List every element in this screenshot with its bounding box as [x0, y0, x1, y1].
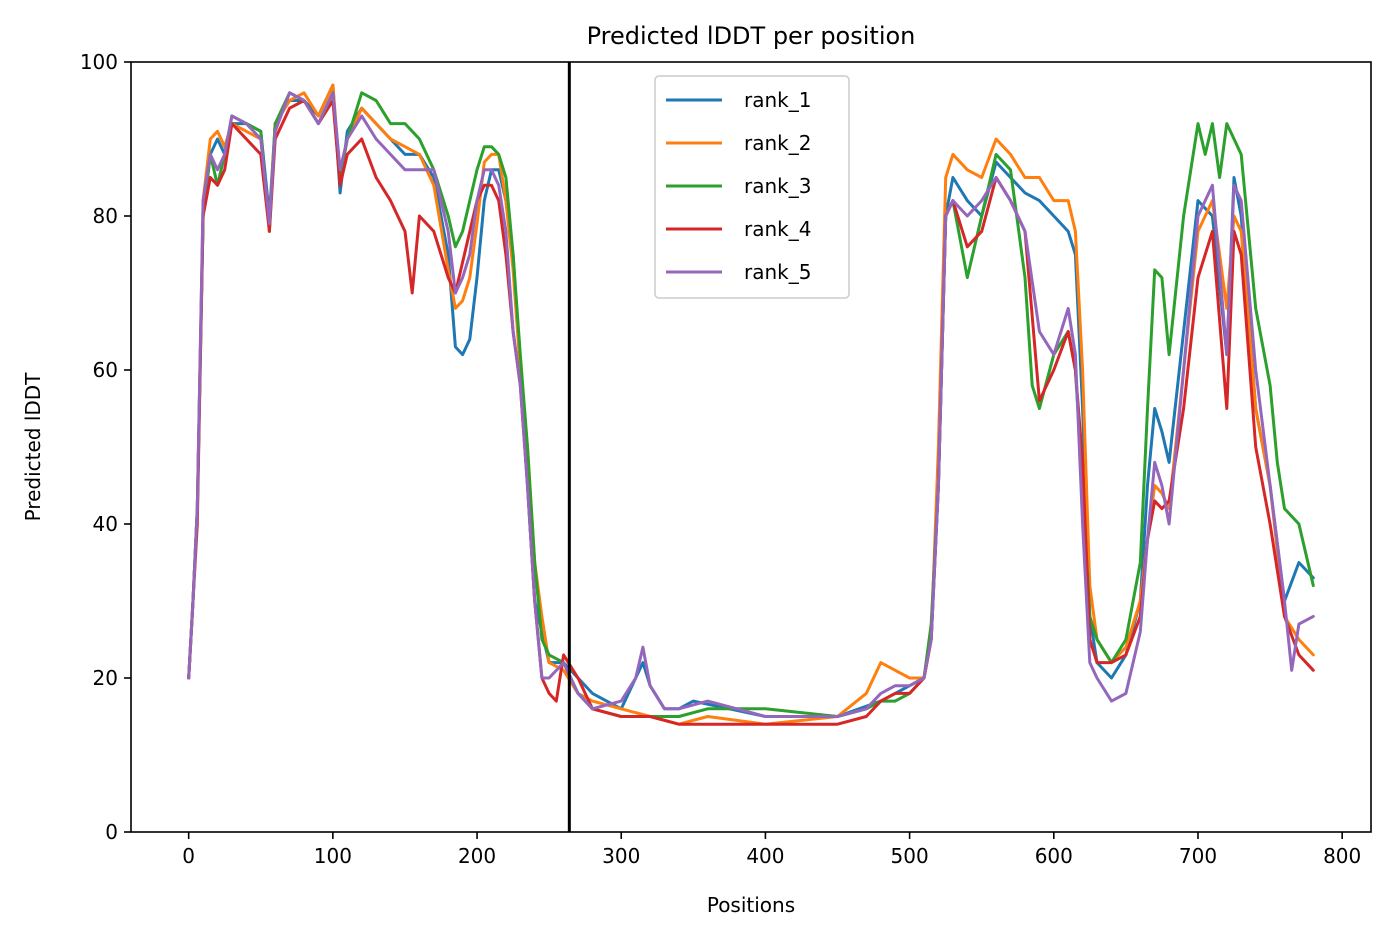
x-tick-label: 600	[1035, 844, 1073, 868]
x-tick-label: 400	[746, 844, 784, 868]
y-axis-label: Predicted lDDT	[21, 372, 45, 522]
x-tick-label: 0	[182, 844, 195, 868]
x-tick-label: 200	[458, 844, 496, 868]
legend-label-rank_5: rank_5	[744, 260, 811, 284]
legend-box	[654, 75, 850, 299]
x-tick-label: 300	[602, 844, 640, 868]
legend-label-rank_3: rank_3	[744, 174, 811, 198]
y-tick-label: 60	[93, 358, 118, 382]
x-axis-label: Positions	[707, 893, 795, 917]
x-tick-label: 100	[314, 844, 352, 868]
plot-lines	[187, 83, 1315, 726]
x-tick-label: 800	[1323, 844, 1361, 868]
series-line-rank_5	[187, 91, 1315, 718]
x-tick-label: 500	[891, 844, 929, 868]
y-tick-label: 0	[105, 820, 118, 844]
legend-label-rank_1: rank_1	[744, 88, 811, 112]
y-tick-label: 100	[80, 50, 118, 74]
y-axis: 0 20 40 60 80 100	[80, 50, 131, 844]
y-tick-label: 40	[93, 512, 118, 536]
legend-label-rank_2: rank_2	[744, 131, 811, 155]
legend-label-rank_4: rank_4	[744, 217, 811, 241]
y-tick-label: 20	[93, 666, 118, 690]
legend: rank_1 rank_2 rank_3 rank_4 rank_5	[654, 75, 850, 299]
x-tick-label: 700	[1179, 844, 1217, 868]
x-axis: 0 100 200 300 400 500 600 700 800	[182, 832, 1361, 868]
chart-title: Predicted lDDT per position	[587, 22, 916, 50]
y-tick-label: 80	[93, 204, 118, 228]
plot-frame	[130, 61, 1372, 833]
